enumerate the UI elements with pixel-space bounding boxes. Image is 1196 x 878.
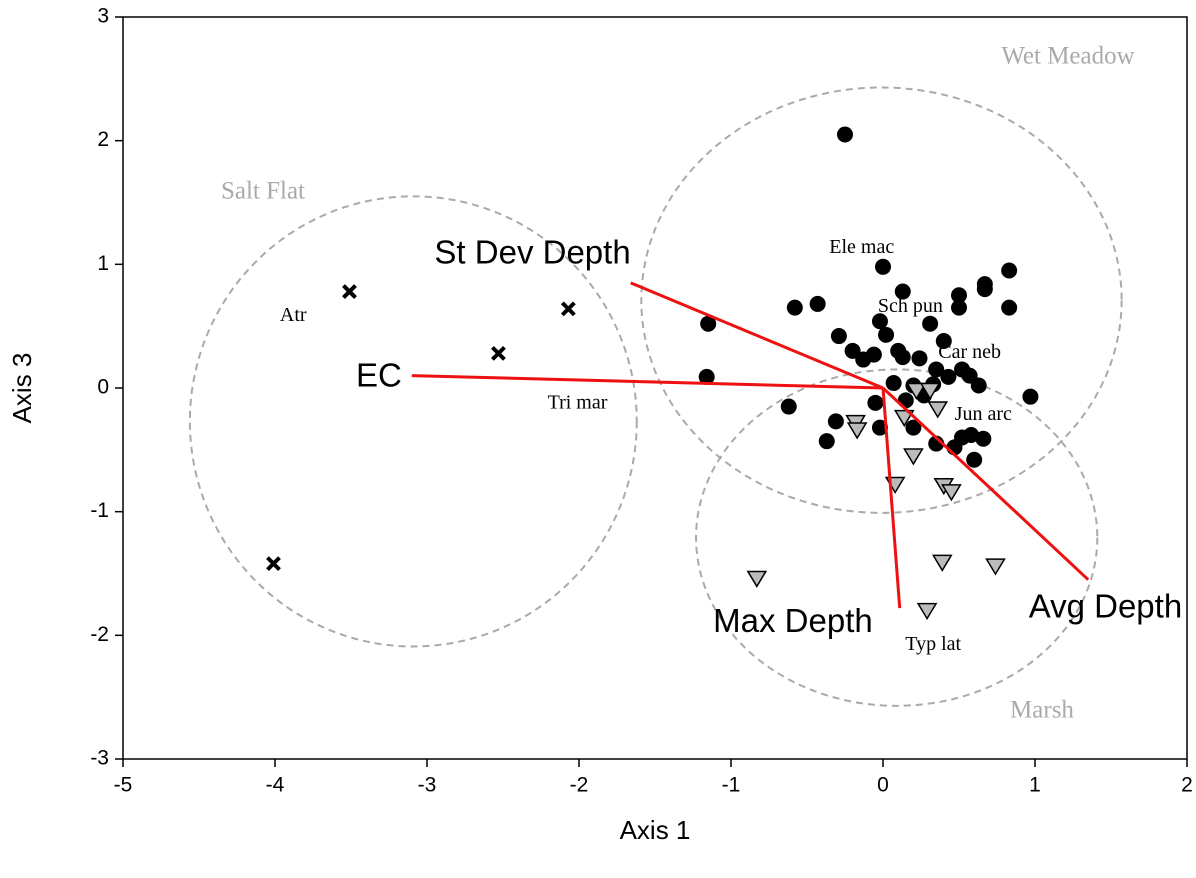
point [266,556,281,572]
point [927,401,949,419]
group-label: Marsh [1010,697,1074,724]
point [906,382,927,400]
point [970,377,987,394]
point [935,333,952,350]
point [867,394,884,411]
group-ellipse [695,368,1099,707]
species-label: Car neb [938,341,1001,363]
y-tick-label: 1 [97,252,109,275]
x-tick-label: -5 [114,774,133,797]
point [827,413,844,430]
point [878,326,895,343]
point [928,361,945,378]
y-tick-label: -2 [90,623,109,646]
point [905,419,922,436]
species-label: Tri mar [548,392,608,414]
x-tick-label: 1 [1029,774,1041,797]
point [846,422,868,440]
point [951,299,967,316]
point [966,451,983,468]
vector [411,374,884,390]
x-axis-title: Axis 1 [620,815,691,845]
vector [881,386,1090,581]
point [1022,388,1039,405]
vector-label: St Dev Depth [434,234,630,271]
point [985,558,1006,576]
point [780,398,797,415]
vector-label: Avg Depth [1029,587,1183,624]
point [885,375,902,392]
vector-label: Max Depth [713,602,873,639]
point [818,433,835,450]
point [940,368,957,385]
y-tick-label: -1 [90,499,109,522]
y-tick-label: -3 [90,747,109,770]
species-label: Ele mac [829,236,894,258]
species-label: Atr [280,304,307,326]
group-label: Wet Meadow [1001,43,1134,70]
point [922,315,939,332]
x-tick-label: -2 [570,774,589,797]
y-tick-label: 0 [97,376,109,399]
point [830,328,847,345]
point [875,258,891,275]
point [871,419,888,436]
point [916,602,938,621]
point [1001,262,1018,279]
y-axis-title: Axis 3 [7,353,37,424]
point [963,426,980,443]
point [844,342,861,359]
y-tick-label: 2 [97,128,109,151]
point [865,346,882,363]
x-tick-label: -3 [418,774,437,797]
point [560,301,576,317]
point [976,281,993,298]
point [809,295,826,312]
point [931,554,953,572]
x-tick-label: 0 [877,774,889,797]
point [975,430,992,447]
x-tick-label: -1 [722,774,741,797]
point [837,126,853,143]
point [746,570,768,588]
species-label: Sch pun [878,295,943,317]
vector-label: EC [356,356,402,393]
y-tick-label: 3 [97,5,109,28]
x-tick-label: 2 [1181,774,1193,797]
point [1001,299,1018,316]
point [786,299,803,316]
point [871,313,888,330]
point [894,283,911,300]
point [700,315,717,332]
point [893,409,915,428]
point [491,345,506,361]
plot-frame [122,16,1188,760]
vector [630,281,884,390]
point [894,349,911,366]
point [698,368,715,385]
point [911,350,928,367]
point [342,284,357,299]
group-ellipse [188,195,638,648]
point [903,448,924,466]
group-ellipse [640,86,1123,514]
species-label: Typ lat [905,633,961,655]
point [951,287,967,304]
x-tick-label: -4 [266,774,285,797]
vector [881,387,902,609]
species-label: Jun arc [955,403,1012,425]
group-label: Salt Flat [221,178,305,205]
point [919,382,941,400]
point [941,484,962,502]
